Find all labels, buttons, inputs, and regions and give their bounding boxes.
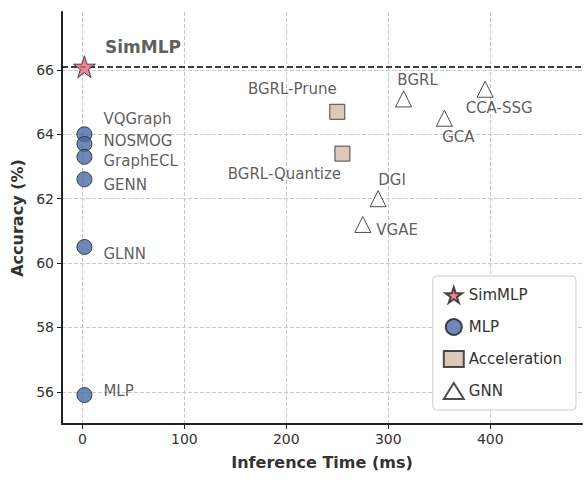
svg-text:GENN: GENN [103,176,147,194]
svg-text:BGRL: BGRL [397,71,438,89]
svg-text:VQGraph: VQGraph [103,110,171,128]
svg-text:66: 66 [36,62,54,78]
svg-text:200: 200 [273,431,300,447]
svg-text:100: 100 [171,431,198,447]
svg-text:64: 64 [36,126,54,142]
svg-text:60: 60 [36,255,54,271]
svg-text:GraphECL: GraphECL [103,152,178,170]
svg-text:56: 56 [36,384,54,400]
svg-text:BGRL-Prune: BGRL-Prune [248,80,337,98]
svg-text:MLP: MLP [469,318,499,336]
svg-text:58: 58 [36,319,54,335]
svg-text:GCA: GCA [442,128,475,146]
svg-text:CCA-SSG: CCA-SSG [466,99,533,117]
svg-text:GLNN: GLNN [103,245,145,263]
svg-text:Acceleration: Acceleration [469,350,562,368]
svg-text:400: 400 [477,431,504,447]
svg-text:MLP: MLP [103,382,133,400]
svg-text:SimMLP: SimMLP [105,37,181,57]
svg-text:VGAE: VGAE [376,221,418,239]
svg-text:NOSMOG: NOSMOG [103,132,172,150]
svg-text:Accuracy (%): Accuracy (%) [8,159,27,277]
svg-text:DGI: DGI [378,171,406,189]
svg-text:Inference Time (ms): Inference Time (ms) [231,453,413,472]
svg-text:SimMLP: SimMLP [469,286,528,304]
svg-text:0: 0 [78,431,87,447]
svg-text:GNN: GNN [469,382,503,400]
svg-text:300: 300 [375,431,402,447]
svg-text:BGRL-Quantize: BGRL-Quantize [228,165,341,183]
svg-text:62: 62 [36,191,54,207]
